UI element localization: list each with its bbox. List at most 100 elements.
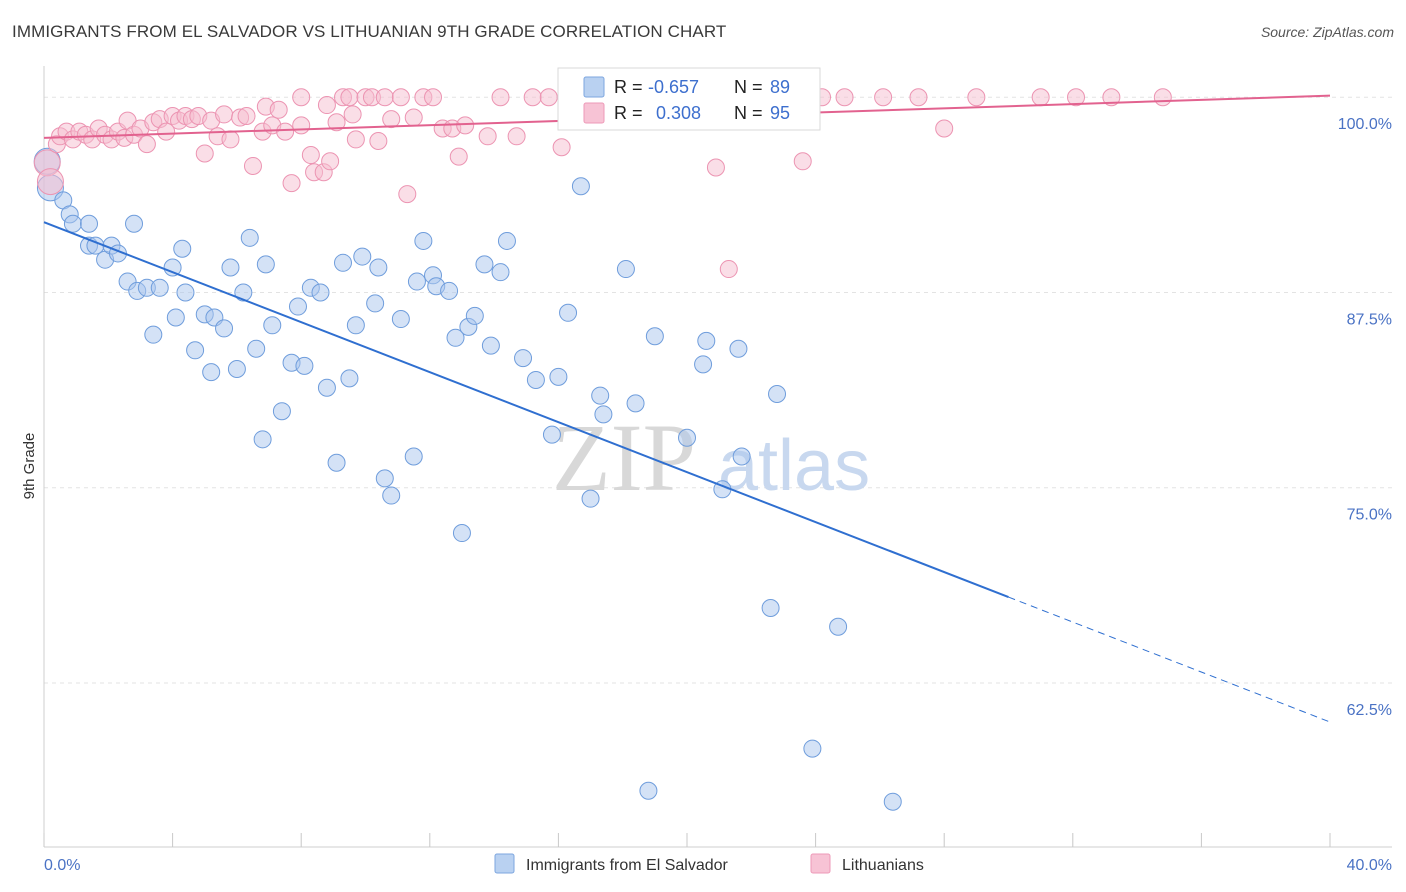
data-point [327,453,346,472]
stat-n-value-2: 95 [770,103,790,123]
stat-n-value-1: 89 [770,77,790,97]
data-point [243,156,262,175]
bottom-legend-label-el-salvador: Immigrants from El Salvador [526,857,729,874]
stat-r-value-2: 0.308 [656,103,701,123]
stat-r-label-2: R = [614,103,643,123]
data-point [137,135,156,154]
data-point [909,88,928,107]
data-point [353,247,372,266]
y-tick-label-2: 75.0% [1347,507,1392,524]
data-point [227,360,246,379]
y-tick-labels: 100.0% 87.5% 75.0% 62.5% [1338,116,1392,719]
data-point [369,258,388,277]
data-point [269,100,288,119]
data-point [301,146,320,165]
data-point [253,430,272,449]
watermark: ZIP atlas [552,404,870,511]
legend-swatch-el-salvador [583,76,605,98]
data-point [215,319,234,338]
data-point [288,297,307,316]
data-point [80,214,99,233]
data-point [398,185,417,204]
data-point [449,147,468,166]
bottom-legend-label-lithuanians: Lithuanians [842,857,924,874]
data-point [295,356,314,375]
data-point [874,88,893,107]
data-point [391,310,410,329]
data-point [382,486,401,505]
data-point [150,278,169,297]
stat-r-label-1: R = [614,77,643,97]
data-point [317,96,336,115]
data-point [221,130,240,149]
watermark-atlas: atlas [718,426,870,506]
data-point [404,447,423,466]
data-point [803,739,822,758]
data-point [340,88,359,107]
stat-n-label-2: N = [734,103,763,123]
data-point [559,303,578,322]
data-point [581,489,600,508]
data-point [63,214,82,233]
bottom-legend-swatch-el-salvador [494,853,515,874]
trend-line-el-salvador [43,221,1009,599]
data-point [195,144,214,163]
data-point [497,231,516,250]
data-point [552,138,571,157]
data-point [719,260,738,279]
data-point [375,469,394,488]
data-point [157,122,176,141]
data-point [761,599,780,618]
data-point [234,283,253,302]
data-point [626,394,645,413]
data-point [729,339,748,358]
data-point [481,336,500,355]
data-point [491,88,510,107]
data-point [678,428,696,447]
data-point [465,306,484,325]
gridlines [44,96,1392,684]
data-point [272,402,291,421]
bottom-legend-swatch-lithuanians [810,853,831,874]
watermark-zip: ZIP [552,404,696,511]
data-point [523,88,542,107]
data-point [391,88,410,107]
data-point [346,130,365,149]
data-point [215,105,234,124]
data-point [935,119,954,138]
y-tick-label-0: 100.0% [1338,116,1392,133]
data-point [256,255,275,274]
series-el-salvador-points [33,147,902,811]
data-point [456,116,475,135]
data-point [526,370,545,389]
data-point [697,331,716,350]
data-point [163,258,182,277]
data-point [1067,88,1086,107]
x-tick-label-0: 0.0% [44,857,80,874]
data-point [407,272,426,291]
data-point [475,255,494,274]
data-point [247,339,266,358]
data-point [793,152,812,171]
data-point [694,355,713,374]
data-point [366,294,385,313]
data-point [276,122,295,141]
data-point [514,349,533,368]
data-point [549,367,568,386]
data-point [1102,88,1121,107]
data-point [382,110,401,129]
data-point [327,113,346,132]
data-point [424,88,443,107]
data-point [414,231,433,250]
data-point [571,177,590,196]
data-point [240,228,259,247]
data-point [144,325,163,344]
data-point [369,131,388,150]
data-point [36,168,64,196]
data-point [176,283,195,302]
y-axis-title: 9th Grade [21,433,38,500]
x-tick-label-1: 40.0% [1347,857,1392,874]
data-point [1031,88,1050,107]
data-point [292,88,311,107]
data-point [282,174,301,193]
